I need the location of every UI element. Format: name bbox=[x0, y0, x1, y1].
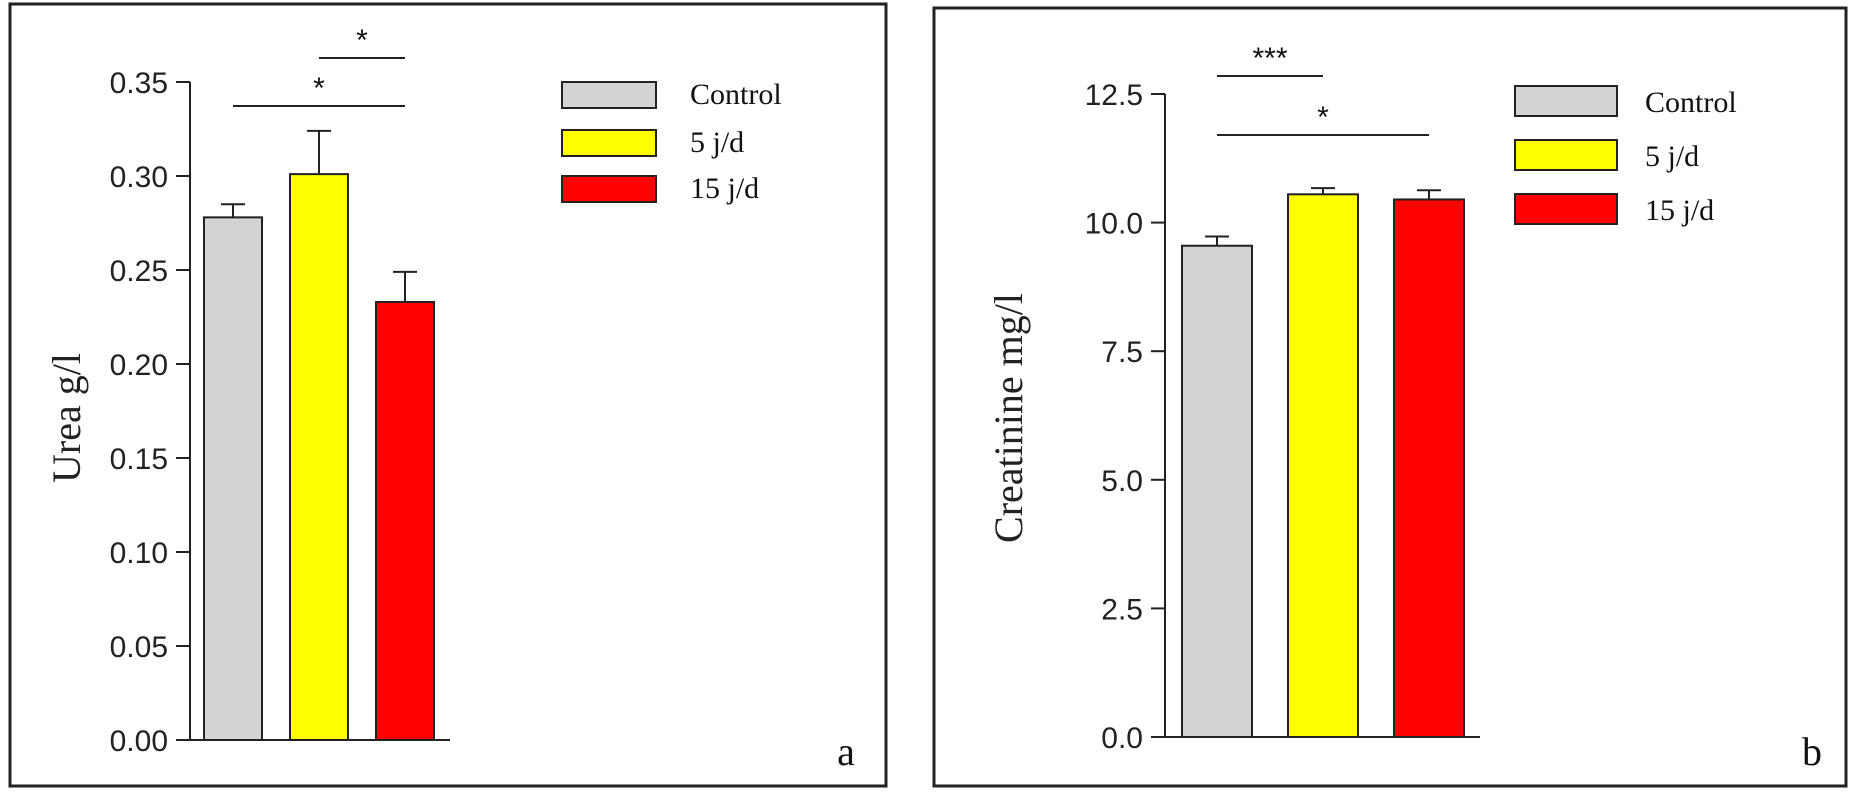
panel-a-bars bbox=[203, 129, 435, 742]
panel-a-legend: Control 5 j/d 15 j/d bbox=[561, 78, 782, 205]
legend-label-1: 5 j/d bbox=[1645, 140, 1699, 173]
legend-label-2: 15 j/d bbox=[1645, 194, 1714, 227]
bar-0 bbox=[203, 216, 263, 742]
y-tick-label: 10.0 bbox=[1085, 208, 1143, 241]
significance-label: * bbox=[313, 72, 325, 105]
y-tick-label: 5.0 bbox=[1101, 465, 1143, 498]
panel-a-ticks: 0.00 0.05 0.10 0.15 0.20 0.25 0.30 0.35 bbox=[110, 67, 190, 758]
y-tick-label: 0.25 bbox=[110, 255, 168, 288]
y-tick-label: 7.5 bbox=[1101, 336, 1143, 369]
y-tick-label: 0.0 bbox=[1101, 722, 1143, 755]
legend-swatch-1 bbox=[1514, 139, 1618, 171]
legend-swatch-0 bbox=[561, 81, 657, 109]
panel-b-significance: **** bbox=[1217, 42, 1429, 136]
y-tick-label: 0.20 bbox=[110, 349, 168, 382]
bar-1 bbox=[289, 173, 349, 741]
panel-b-bars bbox=[1181, 187, 1465, 739]
y-tick-label: 2.5 bbox=[1101, 593, 1143, 626]
panel-a-significance: ** bbox=[233, 24, 405, 107]
bar-0 bbox=[1181, 244, 1253, 739]
y-tick-label: 0.30 bbox=[110, 161, 168, 194]
legend-swatch-2 bbox=[1514, 193, 1618, 225]
bar-2 bbox=[375, 300, 435, 741]
legend-swatch-0 bbox=[1514, 85, 1618, 117]
panel-a-letter: a bbox=[837, 729, 855, 774]
panel-a-frame bbox=[8, 2, 888, 788]
panel-a: 0.000.050.100.150.200.250.300.35 ** Cont… bbox=[8, 2, 888, 788]
legend-label-0: Control bbox=[1645, 86, 1737, 119]
significance-label: * bbox=[1317, 101, 1329, 134]
panel-b-ylabel: Creatinine mg/l bbox=[986, 293, 1031, 543]
y-tick-label: 0.35 bbox=[110, 67, 168, 100]
y-tick-label: 0.00 bbox=[110, 725, 168, 758]
legend-swatch-1 bbox=[561, 129, 657, 157]
bar-1 bbox=[1287, 193, 1359, 739]
panel-b-frame bbox=[932, 6, 1848, 788]
legend-label-1: 5 j/d bbox=[690, 126, 744, 159]
y-tick-label: 0.15 bbox=[110, 443, 168, 476]
significance-label: * bbox=[356, 24, 368, 57]
panel-b-legend: Control 5 j/d 15 j/d bbox=[1514, 85, 1737, 227]
legend-swatch-2 bbox=[561, 175, 657, 203]
y-tick-label: 12.5 bbox=[1085, 79, 1143, 112]
panel-b-ticks: 0.0 2.5 5.0 7.5 10.0 12.5 bbox=[1085, 79, 1165, 755]
y-tick-label: 0.10 bbox=[110, 537, 168, 570]
y-tick-label: 0.05 bbox=[110, 631, 168, 664]
panel-a-ylabel: Urea g/l bbox=[44, 353, 89, 483]
significance-label: *** bbox=[1252, 42, 1287, 75]
legend-label-2: 15 j/d bbox=[690, 172, 759, 205]
panel-b-letter: b bbox=[1802, 729, 1822, 774]
bar-2 bbox=[1393, 198, 1465, 738]
legend-label-0: Control bbox=[690, 78, 782, 111]
